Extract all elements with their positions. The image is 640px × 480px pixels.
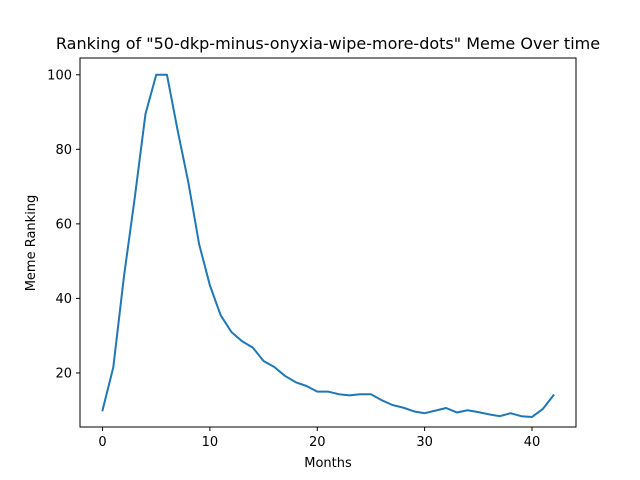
series-line xyxy=(101,73,555,418)
x-tick-label: 40 xyxy=(524,435,541,450)
y-tick-label: 60 xyxy=(55,217,72,232)
y-tick-label: 20 xyxy=(55,366,72,381)
y-axis-title: Meme Ranking xyxy=(24,195,39,292)
x-tick-label: 20 xyxy=(309,435,326,450)
y-tick-label: 100 xyxy=(47,68,72,83)
x-axis-title: Months xyxy=(304,456,352,471)
plot-frame xyxy=(79,57,577,428)
y-tick-label: 80 xyxy=(55,143,72,158)
chart-title: Ranking of "50-dkp-minus-onyxia-wipe-mor… xyxy=(56,34,600,53)
x-tick-label: 30 xyxy=(416,435,433,450)
x-tick-label: 0 xyxy=(98,435,106,450)
x-tick-label: 10 xyxy=(202,435,219,450)
y-tick-label: 40 xyxy=(55,292,72,307)
ticks-layer: 0 10 20 30 40 20 40 60 80 100 xyxy=(47,68,540,450)
